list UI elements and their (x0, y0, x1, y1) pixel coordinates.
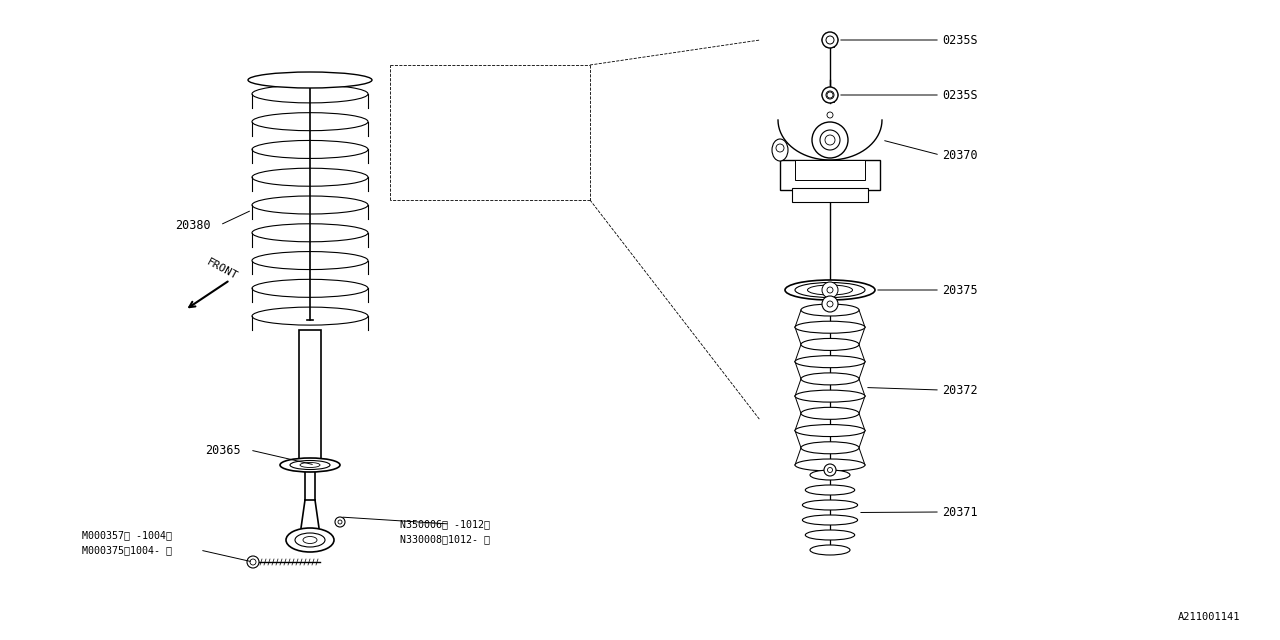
Ellipse shape (252, 168, 369, 186)
Text: 20372: 20372 (942, 383, 978, 397)
Text: M000357（ -1004）: M000357（ -1004） (82, 530, 172, 540)
Ellipse shape (805, 485, 855, 495)
Text: 20371: 20371 (942, 506, 978, 518)
Circle shape (822, 87, 838, 103)
Circle shape (827, 112, 833, 118)
Text: N330008（1012- ）: N330008（1012- ） (401, 534, 490, 544)
Circle shape (827, 301, 833, 307)
Ellipse shape (801, 339, 859, 351)
Bar (795, 160, 865, 180)
Circle shape (824, 464, 836, 476)
Ellipse shape (772, 139, 788, 161)
Ellipse shape (252, 224, 369, 242)
Circle shape (776, 144, 785, 152)
Circle shape (812, 122, 849, 158)
Circle shape (822, 32, 838, 48)
Circle shape (827, 92, 833, 98)
Ellipse shape (795, 459, 865, 471)
Ellipse shape (795, 282, 865, 298)
Text: 20375: 20375 (942, 284, 978, 296)
Ellipse shape (252, 113, 369, 131)
Circle shape (338, 520, 342, 524)
Ellipse shape (810, 470, 850, 480)
Text: 0235S: 0235S (942, 33, 978, 47)
Ellipse shape (300, 463, 320, 467)
Text: 0235S: 0235S (942, 88, 978, 102)
Circle shape (247, 556, 259, 568)
Text: 20365: 20365 (205, 444, 241, 456)
Ellipse shape (252, 140, 369, 159)
Circle shape (822, 282, 838, 298)
Text: FRONT: FRONT (205, 257, 239, 282)
Bar (300, 330, 321, 460)
Ellipse shape (785, 280, 876, 300)
Ellipse shape (303, 536, 317, 543)
Circle shape (822, 296, 838, 312)
Circle shape (827, 287, 833, 293)
Circle shape (827, 467, 832, 472)
Ellipse shape (294, 533, 325, 547)
Ellipse shape (801, 407, 859, 419)
Ellipse shape (801, 442, 859, 454)
Ellipse shape (252, 252, 369, 269)
Ellipse shape (291, 461, 330, 470)
Ellipse shape (805, 530, 855, 540)
Ellipse shape (795, 390, 865, 402)
Ellipse shape (801, 304, 859, 316)
Ellipse shape (803, 500, 858, 510)
Bar (780, 160, 881, 190)
Text: 20370: 20370 (942, 148, 978, 161)
Ellipse shape (280, 458, 340, 472)
Circle shape (826, 91, 835, 99)
Ellipse shape (795, 321, 865, 333)
Circle shape (820, 130, 840, 150)
Circle shape (826, 135, 835, 145)
Bar (792, 188, 868, 202)
Ellipse shape (252, 85, 369, 103)
Circle shape (335, 517, 346, 527)
Ellipse shape (810, 545, 850, 555)
Circle shape (250, 559, 256, 565)
Ellipse shape (803, 515, 858, 525)
Text: A211001141: A211001141 (1178, 612, 1240, 622)
Text: 20380: 20380 (175, 218, 211, 232)
Text: M000375（1004- ）: M000375（1004- ） (82, 545, 172, 555)
Ellipse shape (248, 72, 372, 88)
Circle shape (826, 36, 835, 44)
Ellipse shape (252, 279, 369, 298)
Ellipse shape (801, 373, 859, 385)
Ellipse shape (252, 196, 369, 214)
Text: N350006（ -1012）: N350006（ -1012） (401, 519, 490, 529)
Ellipse shape (808, 285, 852, 295)
Ellipse shape (795, 356, 865, 367)
Ellipse shape (285, 528, 334, 552)
Ellipse shape (795, 424, 865, 436)
Ellipse shape (252, 307, 369, 325)
